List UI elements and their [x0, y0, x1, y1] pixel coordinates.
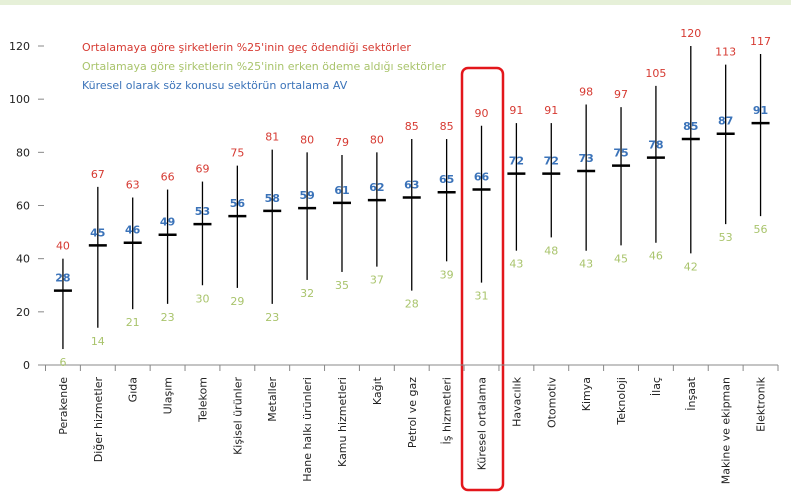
average-label: 78 — [648, 139, 663, 152]
y-tick-label: 0 — [23, 359, 30, 372]
average-label: 28 — [55, 272, 70, 285]
legend-entry: Ortalamaya göre şirketlerin %25'inin geç… — [82, 41, 411, 54]
low-label: 14 — [91, 335, 105, 348]
y-tick-label: 100 — [9, 93, 30, 106]
average-label: 85 — [683, 120, 698, 133]
high-label: 105 — [645, 67, 666, 80]
x-tick-label: Havacılık — [510, 376, 523, 426]
low-label: 45 — [614, 252, 628, 265]
low-label: 6 — [59, 356, 66, 369]
high-label: 80 — [370, 133, 384, 146]
low-label: 23 — [161, 311, 175, 324]
low-label: 31 — [475, 290, 489, 303]
low-label: 30 — [195, 292, 209, 305]
average-label: 45 — [90, 226, 105, 239]
low-label: 53 — [719, 231, 733, 244]
high-label: 81 — [265, 131, 279, 144]
average-label: 49 — [160, 216, 175, 229]
high-label: 79 — [335, 136, 349, 149]
x-tick-label: Kişisel ürünler — [231, 377, 244, 455]
low-label: 56 — [754, 223, 768, 236]
average-label: 59 — [299, 189, 314, 202]
low-label: 43 — [579, 258, 593, 271]
low-label: 48 — [544, 244, 558, 257]
x-tick-label: Metaller — [266, 377, 279, 422]
x-tick-label: Makine ve ekipman — [720, 377, 733, 484]
top-band — [0, 0, 791, 5]
high-label: 69 — [195, 163, 209, 176]
legend-entry: Küresel olarak söz konusu sektörün ortal… — [82, 79, 348, 92]
x-tick-label: Perakende — [57, 377, 70, 435]
high-label: 120 — [680, 27, 701, 40]
high-label: 75 — [230, 147, 244, 160]
low-label: 28 — [405, 298, 419, 311]
x-tick-label: Elektronik — [755, 376, 768, 431]
high-label: 66 — [161, 171, 175, 184]
average-label: 58 — [265, 192, 280, 205]
high-label: 67 — [91, 168, 105, 181]
average-label: 72 — [509, 155, 524, 168]
high-label: 117 — [750, 35, 771, 48]
high-label: 63 — [126, 179, 140, 192]
average-label: 73 — [578, 152, 593, 165]
low-label: 32 — [300, 287, 314, 300]
average-label: 53 — [195, 205, 210, 218]
x-tick-label: Diğer hizmetler — [92, 377, 105, 463]
low-label: 37 — [370, 274, 384, 287]
x-tick-label: Küresel ortalama — [476, 377, 489, 470]
average-label: 87 — [718, 115, 733, 128]
x-tick-label: Petrol ve gaz — [406, 377, 419, 448]
high-label: 98 — [579, 85, 593, 98]
low-label: 43 — [509, 258, 523, 271]
x-tick-label: Kamu hizmetleri — [336, 377, 349, 467]
x-tick-label: İlaç — [650, 377, 663, 396]
low-label: 29 — [230, 295, 244, 308]
x-tick-label: Hane halkı ürünleri — [301, 377, 314, 482]
high-label: 85 — [440, 120, 454, 133]
x-tick-label: Kağıt — [371, 376, 384, 405]
x-tick-label: Teknoloji — [615, 377, 628, 426]
average-label: 72 — [544, 155, 559, 168]
y-tick-label: 60 — [16, 200, 30, 213]
average-label: 63 — [404, 179, 419, 192]
y-tick-label: 120 — [9, 40, 30, 53]
average-label: 66 — [474, 171, 490, 184]
low-label: 46 — [649, 250, 663, 263]
x-tick-label: Otomotiv — [545, 377, 558, 429]
legend-entry: Ortalamaya göre şirketlerin %25'inin erk… — [82, 60, 446, 73]
high-label: 91 — [509, 104, 523, 117]
average-label: 62 — [369, 181, 384, 194]
low-label: 21 — [126, 316, 140, 329]
average-label: 56 — [230, 197, 246, 210]
high-label: 90 — [475, 107, 489, 120]
high-label: 85 — [405, 120, 419, 133]
x-tick-label: Ulaşım — [162, 377, 175, 414]
low-label: 35 — [335, 279, 349, 292]
high-label: 40 — [56, 240, 70, 253]
low-label: 23 — [265, 311, 279, 324]
low-label: 42 — [684, 260, 698, 273]
highlight-box — [460, 66, 505, 492]
x-tick-label: Gıda — [127, 377, 140, 402]
high-label: 80 — [300, 133, 314, 146]
x-tick-label: İş hizmetleri — [441, 377, 454, 444]
y-tick-label: 80 — [16, 146, 30, 159]
x-tick-label: Kimya — [580, 377, 593, 411]
average-label: 65 — [439, 173, 454, 186]
high-label: 91 — [544, 104, 558, 117]
x-tick-label: İnşaat — [685, 376, 698, 410]
average-label: 61 — [334, 184, 349, 197]
x-tick-label: Telekom — [196, 377, 209, 423]
average-label: 91 — [753, 104, 768, 117]
high-label: 97 — [614, 88, 628, 101]
y-tick-label: 40 — [16, 253, 30, 266]
average-label: 46 — [125, 224, 141, 237]
y-tick-label: 20 — [16, 306, 30, 319]
average-label: 75 — [613, 147, 628, 160]
high-label: 113 — [715, 46, 736, 59]
low-label: 39 — [440, 268, 454, 281]
